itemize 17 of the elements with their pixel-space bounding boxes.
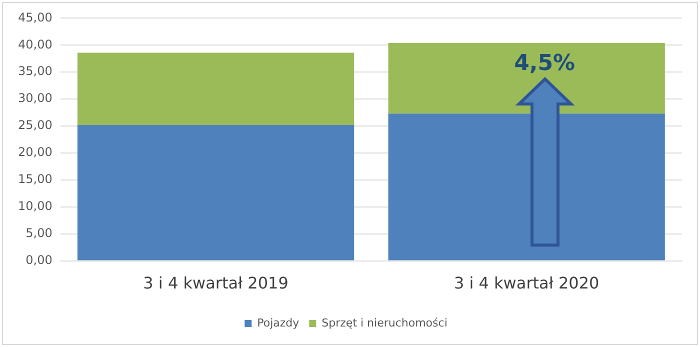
y-tick-label: 0,00 [26, 252, 52, 267]
y-tick-label: 30,00 [18, 91, 52, 106]
annotation: 4,5% [514, 51, 576, 76]
bar [77, 52, 354, 125]
legend-label: Sprzęt i nieruchomości [322, 316, 448, 330]
y-tick-label: 5,00 [26, 226, 52, 240]
y-tick-label: 40,00 [18, 37, 52, 52]
y-tick-label: 15,00 [18, 172, 52, 186]
bar [77, 124, 354, 260]
legend-label: Pojazdy [257, 316, 300, 330]
y-tick-label: 20,00 [18, 145, 52, 160]
y-tick-label: 45,00 [18, 10, 52, 24]
y-tick-label: 35,00 [18, 64, 52, 78]
x-tick-label: 3 i 4 kwartał 2020 [454, 274, 600, 293]
y-tick-label: 10,00 [18, 199, 52, 214]
x-tick-label: 3 i 4 kwartał 2019 [143, 274, 288, 293]
y-tick-label: 25,00 [18, 118, 52, 132]
